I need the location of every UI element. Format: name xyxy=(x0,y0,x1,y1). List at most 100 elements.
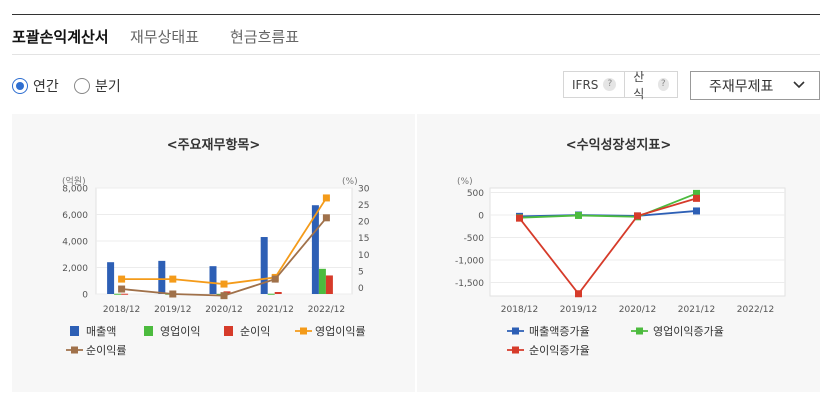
statement-tabs: 포괄손익계산서 재무상태표 현금흐름표 xyxy=(12,22,820,52)
bar-net-income xyxy=(325,275,333,294)
point-operating-margin xyxy=(169,275,177,283)
point-sales-growth xyxy=(693,207,700,215)
tab-balance-sheet[interactable]: 재무상태표 xyxy=(130,28,200,46)
legend-swatch xyxy=(70,326,79,336)
formula-button[interactable]: 산식 ? xyxy=(625,70,677,101)
point-net-margin xyxy=(169,290,177,298)
left-tick-label: 500 xyxy=(467,189,484,199)
left-tick-label: 0 xyxy=(478,212,484,222)
legend-swatch xyxy=(224,326,233,336)
tab-divider xyxy=(12,54,820,55)
legend-marker xyxy=(636,327,643,335)
bar-operating-income xyxy=(318,268,326,294)
toolbar-separator xyxy=(624,72,626,97)
x-tick-label: 2019/12 xyxy=(154,305,191,315)
x-tick-label: 2018/12 xyxy=(103,305,140,315)
line-operating-income-growth xyxy=(519,192,697,219)
right-tick-label: 15 xyxy=(358,234,369,244)
left-tick-label: 6,000 xyxy=(62,211,88,221)
point-net-margin xyxy=(220,292,228,300)
legend-marker xyxy=(512,346,519,354)
point-net-income-growth xyxy=(516,214,523,222)
chart-growth-indicators: 500 0 -500 -1,000 -1,500 (%) 2018/12 2019/12 202… xyxy=(455,177,786,357)
radio-quarterly[interactable]: 분기 xyxy=(74,76,121,96)
legend-label: 순이익증가율 xyxy=(529,344,590,357)
line-net-income-growth xyxy=(518,197,697,296)
x-tick-label: 2020/12 xyxy=(205,305,242,315)
radio-checked-icon xyxy=(12,78,28,94)
legend-swatch xyxy=(144,326,153,336)
point-operating-income-growth xyxy=(575,211,582,219)
bar-operating-income xyxy=(114,293,122,295)
x-tick-label: 2018/12 xyxy=(501,305,538,315)
bar-sales xyxy=(311,205,319,294)
point-operating-margin xyxy=(322,194,330,202)
left-tick-label: -1,000 xyxy=(455,257,484,267)
tab-cash-flow[interactable]: 현금흐름표 xyxy=(230,28,300,46)
bar-sales xyxy=(260,237,268,294)
right-tick-label: 20 xyxy=(358,218,370,228)
toolbar-info-group: IFRS ? 산식 ? xyxy=(563,70,678,101)
panel-growth-indicators: <수익성장성지표> 500 0 -500 -1,000 -1,500 (%) 2018/12… xyxy=(417,114,820,392)
x-tick-label: 2022/12 xyxy=(308,305,345,315)
left-tick-label: 8,000 xyxy=(62,185,88,195)
legend-marker xyxy=(71,346,78,354)
x-tick-label: 2021/12 xyxy=(678,305,715,315)
left-axis-unit: (억원) xyxy=(62,175,86,187)
point-net-income-growth xyxy=(634,212,641,220)
chart2-title: <수익성장성지표> xyxy=(565,138,672,153)
plot-area xyxy=(489,187,786,297)
x-tick-label: 2019/12 xyxy=(560,305,597,315)
point-operating-income-growth xyxy=(693,189,700,197)
left-tick-label: -500 xyxy=(464,234,485,244)
chevron-down-icon xyxy=(793,81,805,89)
chart-main-financials: 8,000 6,000 4,000 2,000 0 30 25 20 15 10 5 0 (억원) (%)… xyxy=(62,175,370,357)
statement-type-value: 주재무제표 xyxy=(709,78,774,95)
x-tick-label: 2022/12 xyxy=(737,305,774,315)
legend-label: 영업이익증가율 xyxy=(653,325,724,338)
legend-label: 순이익 xyxy=(240,325,270,338)
left-axis-unit: (%) xyxy=(457,177,473,187)
radio-unchecked-icon xyxy=(74,78,90,94)
radio-annual-label: 연간 xyxy=(33,79,59,95)
top-divider xyxy=(12,14,820,15)
bar-operating-income xyxy=(216,293,224,295)
right-tick-label: 25 xyxy=(358,201,369,211)
ifrs-label: IFRS xyxy=(572,77,599,92)
right-axis-unit: (%) xyxy=(342,177,358,187)
bar-operating-income xyxy=(267,293,275,295)
legend-label: 영업이익률 xyxy=(315,325,366,338)
point-net-income-growth xyxy=(693,194,700,202)
right-tick-label: 10 xyxy=(358,251,370,261)
point-operating-margin xyxy=(220,280,228,288)
formula-label: 산식 xyxy=(633,69,645,101)
ifrs-button[interactable]: IFRS ? xyxy=(564,72,624,97)
radio-quarterly-label: 분기 xyxy=(95,79,121,95)
point-net-margin xyxy=(271,275,279,283)
bar-sales xyxy=(209,266,217,294)
chart1-title: <주요재무항목> xyxy=(166,138,261,153)
legend-marker xyxy=(512,327,519,335)
legend-label: 영업이익 xyxy=(160,325,200,338)
bar-sales xyxy=(107,262,115,294)
left-tick-label: -1,500 xyxy=(455,279,484,289)
radio-annual[interactable]: 연간 xyxy=(12,76,59,96)
right-tick-label: 5 xyxy=(358,267,364,277)
legend-label: 순이익률 xyxy=(86,344,126,357)
tab-income-statement[interactable]: 포괄손익계산서 xyxy=(12,28,109,46)
point-net-margin xyxy=(322,214,330,222)
legend-marker xyxy=(300,327,307,335)
point-operating-margin xyxy=(118,275,126,283)
help-icon: ? xyxy=(603,78,617,91)
right-tick-label: 30 xyxy=(358,185,370,195)
x-tick-label: 2020/12 xyxy=(619,305,656,315)
statement-type-select[interactable]: 주재무제표 xyxy=(690,71,820,100)
right-tick-label: 0 xyxy=(358,284,364,294)
bar-sales xyxy=(158,260,166,294)
left-tick-label: 0 xyxy=(82,291,88,301)
panel-main-financials: <주요재무항목> 8,000 6,000 4,000 2,000 0 30 25 20 15 10… xyxy=(12,114,415,392)
point-net-income-growth xyxy=(575,290,582,298)
left-tick-label: 4,000 xyxy=(62,238,88,248)
bar-net-income xyxy=(274,292,282,294)
left-tick-label: 2,000 xyxy=(62,264,88,274)
